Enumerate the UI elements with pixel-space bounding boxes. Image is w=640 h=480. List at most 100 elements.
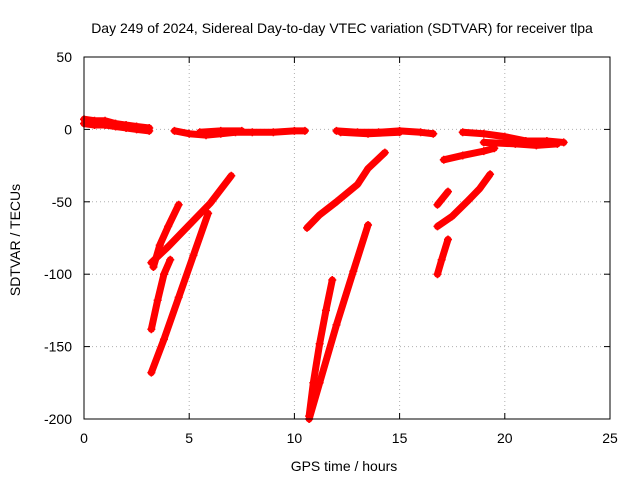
data-point — [159, 270, 168, 279]
data-point — [206, 199, 215, 208]
data-point — [479, 147, 488, 156]
data-point — [500, 132, 509, 141]
plot-frame — [83, 56, 611, 420]
data-point — [290, 126, 299, 135]
data-point — [132, 125, 141, 134]
y-tick-label: 50 — [56, 49, 72, 65]
x-tick-label: 5 — [185, 430, 193, 446]
data-arc — [433, 235, 452, 278]
data-arc — [149, 201, 183, 271]
data-arc — [433, 188, 452, 209]
x-axis-label: GPS time / hours — [291, 458, 398, 474]
data-point — [443, 187, 452, 196]
data-point — [300, 126, 309, 135]
data-point — [332, 320, 341, 329]
data-arc — [303, 149, 389, 232]
data-point — [164, 222, 173, 231]
data-point — [189, 251, 198, 260]
data-point — [433, 222, 442, 231]
data-point — [490, 144, 499, 153]
y-tick-label: -100 — [44, 266, 72, 282]
data-point — [448, 212, 457, 221]
data-point — [166, 255, 175, 264]
data-point — [303, 223, 312, 232]
data-arc — [480, 138, 561, 149]
y-tick-label: -150 — [44, 339, 72, 355]
data-point — [462, 197, 471, 206]
data-point — [328, 275, 337, 284]
y-tick-label: 0 — [64, 121, 72, 137]
data-point — [185, 220, 194, 229]
data-arc — [147, 172, 235, 267]
data-point — [559, 138, 568, 147]
data-point — [164, 242, 173, 251]
data-point — [553, 139, 562, 148]
data-point — [204, 209, 213, 218]
data-arc — [440, 144, 498, 164]
data-point — [90, 121, 99, 130]
data-point — [101, 121, 110, 130]
y-tick-label: -50 — [52, 194, 72, 210]
data-point — [532, 141, 541, 150]
data-point — [216, 126, 225, 135]
data-point — [174, 200, 183, 209]
data-point — [439, 155, 448, 164]
y-tick-label: -200 — [44, 411, 72, 427]
data-point — [122, 123, 131, 132]
grid — [84, 57, 610, 419]
data-point — [269, 128, 278, 137]
data-point — [147, 325, 156, 334]
data-point — [443, 235, 452, 244]
data-point — [511, 139, 520, 148]
data-point — [416, 128, 425, 137]
data-point — [174, 293, 183, 302]
data-arc — [147, 256, 174, 333]
y-axis-label: SDTVAR / TECUs — [7, 184, 23, 296]
data-point — [315, 339, 324, 348]
data-point — [155, 241, 164, 250]
data-point — [458, 151, 467, 160]
data-point — [248, 128, 257, 137]
data-point — [486, 170, 495, 179]
data-point — [364, 220, 373, 229]
data-point — [111, 122, 120, 131]
data-point — [433, 270, 442, 279]
chart-title: Day 249 of 2024, Sidereal Day-to-day VTE… — [91, 20, 593, 36]
data-point — [315, 378, 324, 387]
data-point — [315, 210, 324, 219]
data-point — [159, 335, 168, 344]
x-tick-label: 25 — [602, 430, 618, 446]
axis-ticks: 0 5 10 15 20 25 50 0 -50 -100 -150 -200 — [44, 49, 618, 446]
data-point — [332, 197, 341, 206]
data-point — [437, 255, 446, 264]
x-tick-label: 0 — [80, 430, 88, 446]
data-arc — [305, 221, 372, 423]
data-point — [364, 129, 373, 138]
x-tick-label: 15 — [392, 430, 408, 446]
data-point — [475, 184, 484, 193]
data-point — [149, 262, 158, 271]
data-point — [458, 128, 467, 137]
data-point — [349, 267, 358, 276]
x-tick-label: 10 — [287, 430, 303, 446]
data-point — [479, 129, 488, 138]
data-point — [195, 128, 204, 137]
data-point — [353, 180, 362, 189]
data-point — [321, 306, 330, 315]
data-point — [170, 126, 179, 135]
data-point — [145, 126, 154, 135]
data-point — [395, 128, 404, 137]
data-point — [147, 368, 156, 377]
data-point — [227, 171, 236, 180]
data-point — [433, 200, 442, 209]
data-point — [380, 148, 389, 157]
data-point — [185, 129, 194, 138]
data-point — [429, 129, 438, 138]
data-point — [479, 138, 488, 147]
data-point — [237, 126, 246, 135]
data-points — [80, 115, 568, 423]
x-tick-label: 20 — [497, 430, 513, 446]
data-point — [153, 296, 162, 305]
data-point — [364, 164, 373, 173]
